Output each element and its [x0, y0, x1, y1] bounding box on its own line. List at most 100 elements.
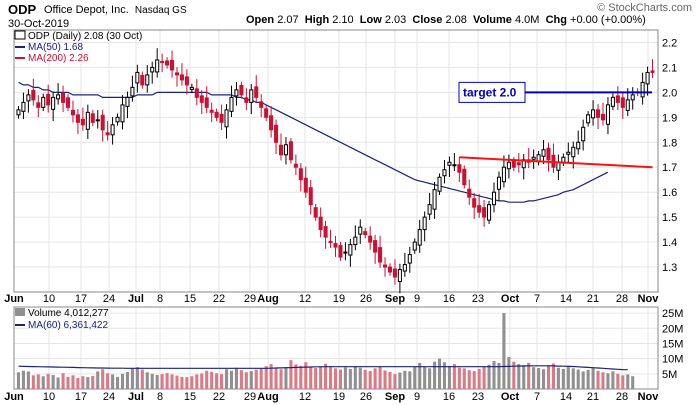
candle — [269, 106, 274, 138]
candle — [298, 162, 303, 192]
candle — [373, 234, 378, 264]
price-tick-label: 1.4 — [662, 237, 677, 249]
volume-bar — [66, 376, 70, 389]
candle — [467, 179, 472, 205]
date-axis-top: Jun 10 17 24 Jul 8 15 22 29 Aug 12 19 26 Sep 9 16 23 Oct 7… — [4, 293, 659, 305]
price-tick-label: 1.9 — [662, 112, 677, 124]
volume-bar — [61, 373, 65, 389]
price-axis-ticks: 2.2 2.1 2.0 1.9 1.8 1.7 1.6 1.5 1.4 1.3 — [662, 37, 677, 274]
quote-date: 30-Oct-2019 — [8, 18, 70, 30]
volume-bar — [477, 368, 481, 389]
date-tick-label: 28 — [616, 293, 628, 305]
close-label: Close — [412, 14, 443, 26]
candle — [160, 53, 165, 73]
volume-bar — [76, 378, 80, 389]
volume-bar — [556, 367, 560, 389]
volume-bar — [239, 370, 243, 389]
candle — [264, 105, 269, 122]
volume-bar — [259, 368, 263, 389]
brand-watermark[interactable]: © StockCharts.com — [597, 2, 692, 14]
volume-bar — [423, 366, 427, 389]
date-tick-label: 8 — [157, 391, 163, 403]
volume-bar — [229, 370, 234, 389]
candle — [581, 119, 586, 151]
volume-bar — [457, 367, 461, 389]
candle — [209, 102, 214, 123]
volume-bar — [145, 372, 149, 389]
volume-bar — [205, 370, 209, 389]
date-tick-label: 12 — [299, 293, 311, 305]
volume-bar — [324, 363, 328, 389]
volume-bar — [140, 369, 144, 389]
candle — [140, 71, 145, 89]
open-label: Open — [246, 14, 275, 26]
date-tick-label: 23 — [472, 391, 484, 403]
high-label: High — [304, 14, 330, 26]
candle — [179, 63, 184, 86]
candle — [51, 91, 56, 122]
candle — [274, 119, 279, 155]
candle — [407, 246, 412, 273]
date-tick-label: 23 — [472, 293, 484, 305]
candle — [427, 192, 432, 220]
candle — [229, 85, 234, 118]
candle — [110, 117, 115, 145]
ma50-line — [18, 81, 609, 203]
price-tick-label: 2.0 — [662, 87, 677, 99]
volume-bar — [383, 370, 387, 389]
candle — [422, 211, 427, 242]
volume-bar — [393, 374, 397, 389]
volume-bar — [314, 368, 318, 389]
chart-header: ODP Office Depot, Inc. Nasdaq GS 30-Oct-… — [0, 0, 700, 32]
candle — [363, 227, 368, 239]
candle — [278, 133, 284, 161]
candle — [600, 102, 606, 126]
candle — [412, 238, 417, 254]
date-tick-label: 12 — [299, 391, 311, 403]
candle — [615, 86, 620, 111]
volume-bar — [160, 374, 164, 389]
volume-bar — [130, 368, 134, 389]
price-tick-label: 1.3 — [662, 262, 677, 274]
volume-bar — [492, 361, 496, 389]
price-legend: ODP (Daily) 2.08 (30 Oct) — [28, 31, 142, 42]
candle — [100, 109, 105, 142]
candle — [214, 108, 219, 122]
volume-bar — [101, 369, 105, 389]
candle — [194, 79, 199, 106]
date-tick-label: Aug — [257, 293, 278, 305]
volume-bar — [96, 371, 100, 389]
volume-bar — [517, 364, 521, 389]
candle — [387, 263, 393, 276]
volume-bar — [195, 374, 199, 389]
volume-bar — [26, 371, 30, 389]
volume-bar — [294, 364, 298, 389]
volume-bar — [482, 366, 486, 389]
volume-label: Volume — [472, 14, 512, 26]
volume-bar — [363, 369, 367, 389]
volume-bar — [566, 367, 570, 389]
volume-bar — [234, 367, 238, 389]
date-tick-label: Jun — [4, 293, 24, 305]
candle — [174, 67, 180, 87]
candle — [343, 242, 348, 261]
candle — [155, 48, 160, 78]
candle — [120, 95, 125, 130]
date-tick-label: 16 — [443, 293, 455, 305]
date-tick-label: Jul — [128, 293, 144, 305]
volume-bar — [16, 372, 21, 389]
candle — [135, 64, 140, 93]
candle — [496, 171, 502, 201]
date-tick-label: 7 — [534, 293, 540, 305]
date-tick-label: 21 — [587, 293, 599, 305]
company-name: Office Depot, Inc. Nasdaq GS — [44, 4, 187, 16]
volume-bar — [348, 368, 352, 389]
candle — [323, 220, 328, 249]
volume-bar — [353, 366, 357, 389]
date-tick-label: 24 — [103, 391, 115, 403]
candlesticks — [16, 48, 655, 294]
candle — [591, 100, 596, 126]
candle — [447, 156, 452, 177]
volume-bar — [447, 365, 451, 389]
candle — [491, 182, 497, 213]
